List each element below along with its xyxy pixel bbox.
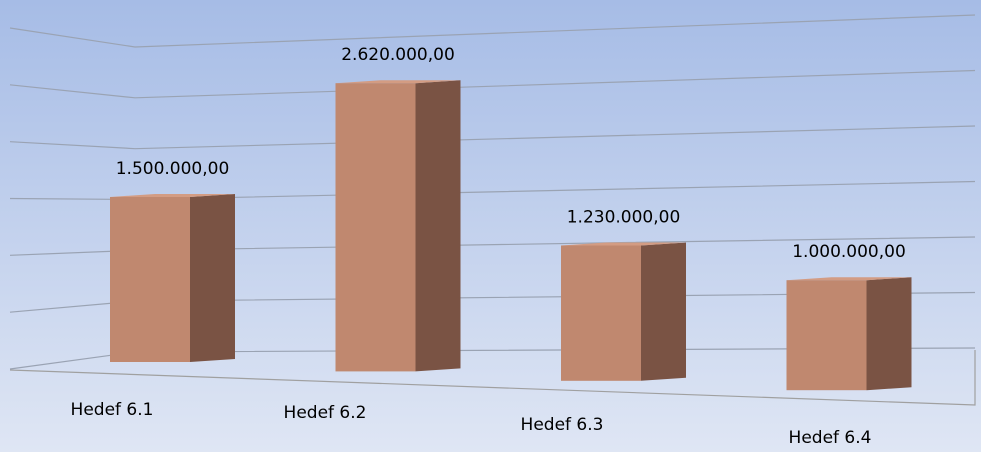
value-label: 1.000.000,00 — [792, 242, 906, 262]
bar — [561, 245, 641, 381]
bar-side — [866, 277, 912, 391]
bar-top — [335, 80, 461, 84]
bar-top — [110, 194, 235, 197]
floor-edge — [9, 350, 976, 406]
grid-line — [9, 125, 976, 150]
grid-line — [9, 69, 976, 99]
x-tick-label: Hedef 6.4 — [789, 428, 872, 448]
bar-side — [190, 194, 235, 362]
bar — [335, 83, 416, 372]
bar — [110, 197, 190, 362]
value-label: 1.500.000,00 — [116, 159, 230, 179]
x-tick-label: Hedef 6.3 — [521, 415, 604, 435]
bar-side — [415, 80, 461, 372]
bar-top — [561, 242, 686, 246]
x-tick-label: Hedef 6.1 — [71, 400, 154, 420]
value-label: 1.230.000,00 — [567, 208, 681, 228]
x-tick-label: Hedef 6.2 — [284, 403, 367, 423]
value-label: 2.620.000,00 — [341, 45, 455, 65]
bar — [786, 280, 867, 391]
bar-side — [641, 242, 686, 381]
grid-line — [9, 14, 976, 48]
bar-top — [786, 277, 912, 281]
